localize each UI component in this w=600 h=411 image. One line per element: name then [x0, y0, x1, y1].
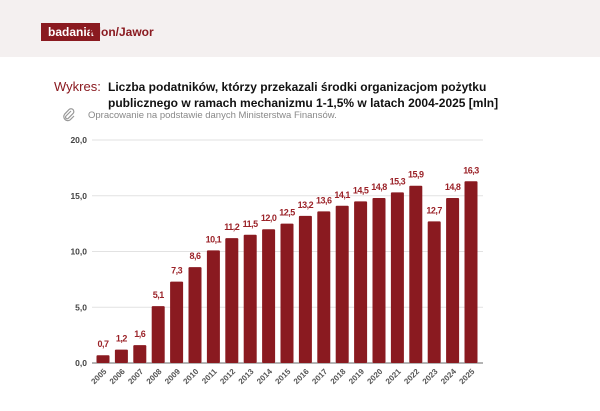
x-tick-label: 2009	[163, 367, 182, 386]
x-tick-label: 2008	[145, 367, 164, 386]
x-tick-label: 2007	[126, 367, 145, 386]
bar-2017	[317, 211, 331, 363]
header-band: badania Klon/Jawor	[0, 0, 600, 57]
brand-link[interactable]: Klon/Jawor	[89, 25, 154, 39]
data-label: 12,7	[426, 205, 442, 215]
data-label: 5,1	[153, 290, 165, 300]
bar-2011	[206, 250, 220, 363]
data-label: 12,0	[261, 213, 277, 223]
x-tick-label: 2021	[384, 367, 403, 386]
data-label: 1,6	[134, 329, 146, 339]
paperclip-icon	[63, 108, 75, 122]
x-tick-label: 2016	[292, 367, 311, 386]
x-tick-label: 2024	[439, 367, 458, 386]
data-label: 12,5	[279, 208, 295, 218]
data-label: 16,3	[463, 165, 479, 175]
x-tick-label: 2022	[402, 367, 421, 386]
badania-badge[interactable]: badania	[41, 23, 101, 41]
bar-2014	[262, 229, 276, 363]
data-label: 1,2	[116, 334, 128, 344]
data-label: 15,9	[408, 170, 424, 180]
chart-title: Liczba podatników, którzy przekazali śro…	[108, 80, 499, 110]
x-tick-label: 2006	[108, 367, 127, 386]
data-label: 7,3	[171, 266, 183, 276]
y-tick-label: 5,0	[75, 302, 87, 312]
bar-2025	[464, 181, 478, 363]
x-tick-label: 2010	[181, 367, 200, 386]
x-tick-label: 2011	[200, 367, 219, 386]
y-tick-label: 15,0	[70, 191, 87, 201]
bar-2023	[427, 221, 441, 363]
bar-2008	[151, 306, 165, 363]
y-tick-label: 10,0	[70, 247, 87, 257]
bar-2005	[96, 355, 110, 363]
bar-2007	[133, 345, 147, 363]
bar-2022	[409, 185, 423, 363]
x-tick-label: 2014	[255, 367, 274, 386]
bar-2015	[280, 223, 294, 363]
data-label: 14,8	[445, 182, 461, 192]
data-label: 14,8	[371, 182, 387, 192]
data-label: 13,6	[316, 195, 332, 205]
x-tick-label: 2019	[347, 367, 366, 386]
bar-2012	[225, 238, 239, 363]
x-tick-label: 2020	[365, 367, 384, 386]
data-label: 15,3	[390, 176, 406, 186]
bar-2010	[188, 267, 202, 363]
bar-2020	[372, 197, 386, 363]
y-tick-label: 0,0	[75, 358, 87, 368]
caption-lead: Wykres:	[54, 79, 101, 94]
bar-2021	[390, 192, 404, 363]
data-label: 14,1	[334, 190, 350, 200]
x-tick-label: 2025	[457, 367, 476, 386]
data-label: 0,7	[97, 339, 109, 349]
bar-2024	[446, 197, 460, 363]
x-tick-label: 2005	[89, 367, 108, 386]
data-label: 8,6	[189, 251, 201, 261]
data-label: 13,2	[298, 200, 314, 210]
data-label: 11,5	[243, 219, 259, 229]
x-tick-label: 2015	[273, 367, 292, 386]
bar-2009	[170, 281, 184, 363]
bar-2006	[114, 349, 128, 363]
x-tick-label: 2018	[329, 367, 348, 386]
bar-2016	[298, 215, 312, 363]
x-tick-label: 2023	[421, 367, 440, 386]
data-label: 11,2	[224, 222, 240, 232]
x-tick-label: 2012	[218, 367, 237, 386]
data-label: 10,1	[206, 234, 222, 244]
y-tick-label: 20,0	[70, 135, 87, 145]
bar-2013	[243, 234, 257, 363]
x-tick-label: 2017	[310, 367, 329, 386]
x-tick-label: 2013	[237, 367, 256, 386]
data-label: 14,5	[353, 185, 369, 195]
source-note: Opracowanie na podstawie danych Minister…	[88, 110, 337, 121]
bar-2019	[354, 201, 368, 363]
bar-2018	[335, 205, 349, 363]
